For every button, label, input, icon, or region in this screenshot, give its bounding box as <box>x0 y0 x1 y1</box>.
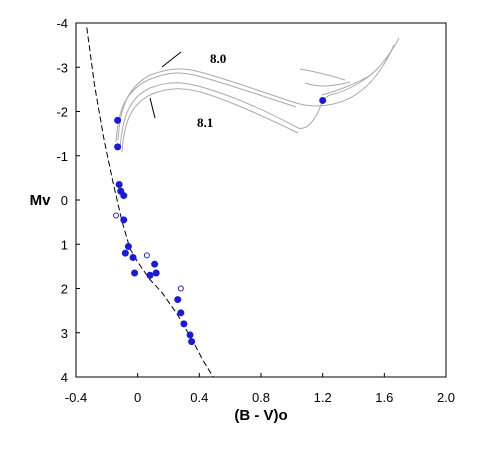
y-tick-label: 2 <box>61 282 68 297</box>
isochrone-curves <box>115 37 400 153</box>
x-tick-label: 2.0 <box>437 390 455 405</box>
data-point-filled <box>188 338 196 346</box>
y-tick-label: -4 <box>56 16 68 31</box>
x-tick-label: 0 <box>134 390 141 405</box>
data-point-open <box>177 285 184 292</box>
x-tick-label: -0.4 <box>65 390 87 405</box>
isochrone-8-0-curve <box>117 44 395 141</box>
data-point-filled <box>129 254 137 262</box>
data-point-open <box>143 252 150 259</box>
data-point-filled <box>151 260 159 268</box>
x-axis-ticks: -0.4 0 0.4 0.8 1.2 1.6 2.0 <box>65 373 455 405</box>
isochrone-red-branch-c <box>321 73 373 96</box>
isochrone-red-branch-b <box>304 81 351 87</box>
series-lines <box>86 27 214 378</box>
data-point-filled <box>114 116 122 124</box>
data-point-filled <box>174 296 182 304</box>
data-point-filled <box>121 249 129 257</box>
data-point-filled <box>115 181 123 189</box>
y-tick-label: -3 <box>56 60 68 75</box>
data-point-filled <box>319 96 327 104</box>
annotation-8-1: 8.1 <box>197 115 213 130</box>
y-axis-ticks: -4 -3 -2 -1 0 1 2 3 4 <box>56 16 80 385</box>
isochrone-8-0-curve-inner <box>115 72 297 143</box>
isochrone-8-1-curve <box>119 37 400 151</box>
y-axis-title: Mv <box>30 192 51 209</box>
y-tick-label: -2 <box>56 105 68 120</box>
y-tick-label: 3 <box>61 326 68 341</box>
x-axis-title: (B - V)o <box>234 407 287 424</box>
data-point-filled <box>124 242 132 250</box>
data-point-filled <box>180 320 188 328</box>
isochrone-red-branch-a <box>299 68 346 81</box>
data-point-filled <box>177 309 185 317</box>
leader-8-0 <box>161 51 182 68</box>
y-tick-label: 4 <box>61 370 68 385</box>
annotation-8-0: 8.0 <box>210 51 226 66</box>
y-tick-label: 0 <box>61 193 68 208</box>
x-tick-label: 1.2 <box>314 390 332 405</box>
series-points <box>113 96 327 346</box>
data-point-filled <box>186 331 194 339</box>
data-point-filled <box>120 216 128 224</box>
zams-line <box>86 27 214 378</box>
x-tick-label: 0.8 <box>252 390 270 405</box>
y-tick-label: 1 <box>61 237 68 252</box>
x-tick-label: 1.6 <box>375 390 393 405</box>
data-point-open <box>113 212 120 219</box>
leader-8-1 <box>149 97 156 119</box>
x-tick-label: 0.4 <box>190 390 208 405</box>
data-point-filled <box>152 269 160 277</box>
plot-frame <box>75 22 447 378</box>
data-point-filled <box>114 143 122 151</box>
y-tick-label: -1 <box>56 149 68 164</box>
isochrone-8-1-curve-inner <box>121 88 299 153</box>
data-point-filled <box>117 187 125 195</box>
annotation-leaders <box>149 51 182 119</box>
data-point-filled <box>131 269 139 277</box>
data-point-filled <box>146 271 154 279</box>
